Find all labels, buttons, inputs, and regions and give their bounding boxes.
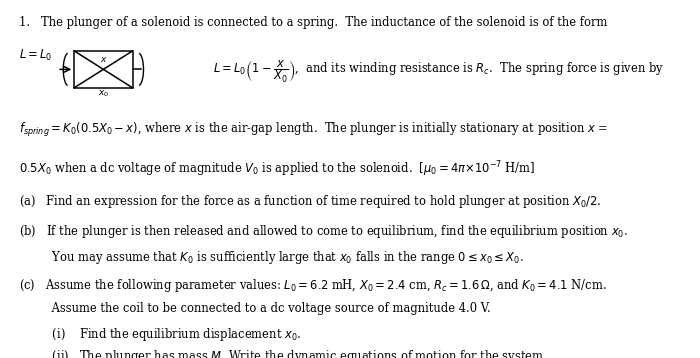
- Text: $x$: $x$: [99, 54, 107, 64]
- Text: Assume the coil to be connected to a dc voltage source of magnitude 4.0 V.: Assume the coil to be connected to a dc …: [20, 302, 491, 315]
- Text: You may assume that $K_0$ is sufficiently large that $x_0$ falls in the range $0: You may assume that $K_0$ is sufficientl…: [20, 249, 524, 266]
- Text: (a)   Find an expression for the force as a function of time required to hold pl: (a) Find an expression for the force as …: [20, 193, 602, 210]
- Text: $0.5X_0$ when a dc voltage of magnitude $V_0$ is applied to the solenoid.  $[\mu: $0.5X_0$ when a dc voltage of magnitude …: [20, 160, 536, 179]
- Bar: [74, 51, 132, 88]
- Text: $L = L_0$: $L = L_0$: [20, 47, 52, 63]
- Text: $L = L_0\left(1 - \dfrac{x}{X_0}\right)$,  and its winding resistance is $R_c$. : $L = L_0\left(1 - \dfrac{x}{X_0}\right)$…: [213, 58, 664, 84]
- Text: 1.   The plunger of a solenoid is connected to a spring.  The inductance of the : 1. The plunger of a solenoid is connecte…: [20, 16, 608, 29]
- Text: (i)    Find the equilibrium displacement $x_0$.: (i) Find the equilibrium displacement $x…: [20, 326, 302, 343]
- Text: (ii)   The plunger has mass $M$. Write the dynamic equations of motion for the s: (ii) The plunger has mass $M$. Write the…: [20, 348, 547, 358]
- Text: $x_0$: $x_0$: [98, 89, 109, 100]
- Text: (b)   If the plunger is then released and allowed to come to equilibrium, find t: (b) If the plunger is then released and …: [20, 223, 629, 240]
- Text: $f_{spring} = K_0\left(0.5X_0 - x\right)$, where $x$ is the air-gap length.  The: $f_{spring} = K_0\left(0.5X_0 - x\right)…: [20, 121, 608, 139]
- Text: (c)   Assume the following parameter values: $L_0 = 6.2$ mH, $X_0 = 2.4$ cm, $R_: (c) Assume the following parameter value…: [20, 277, 607, 294]
